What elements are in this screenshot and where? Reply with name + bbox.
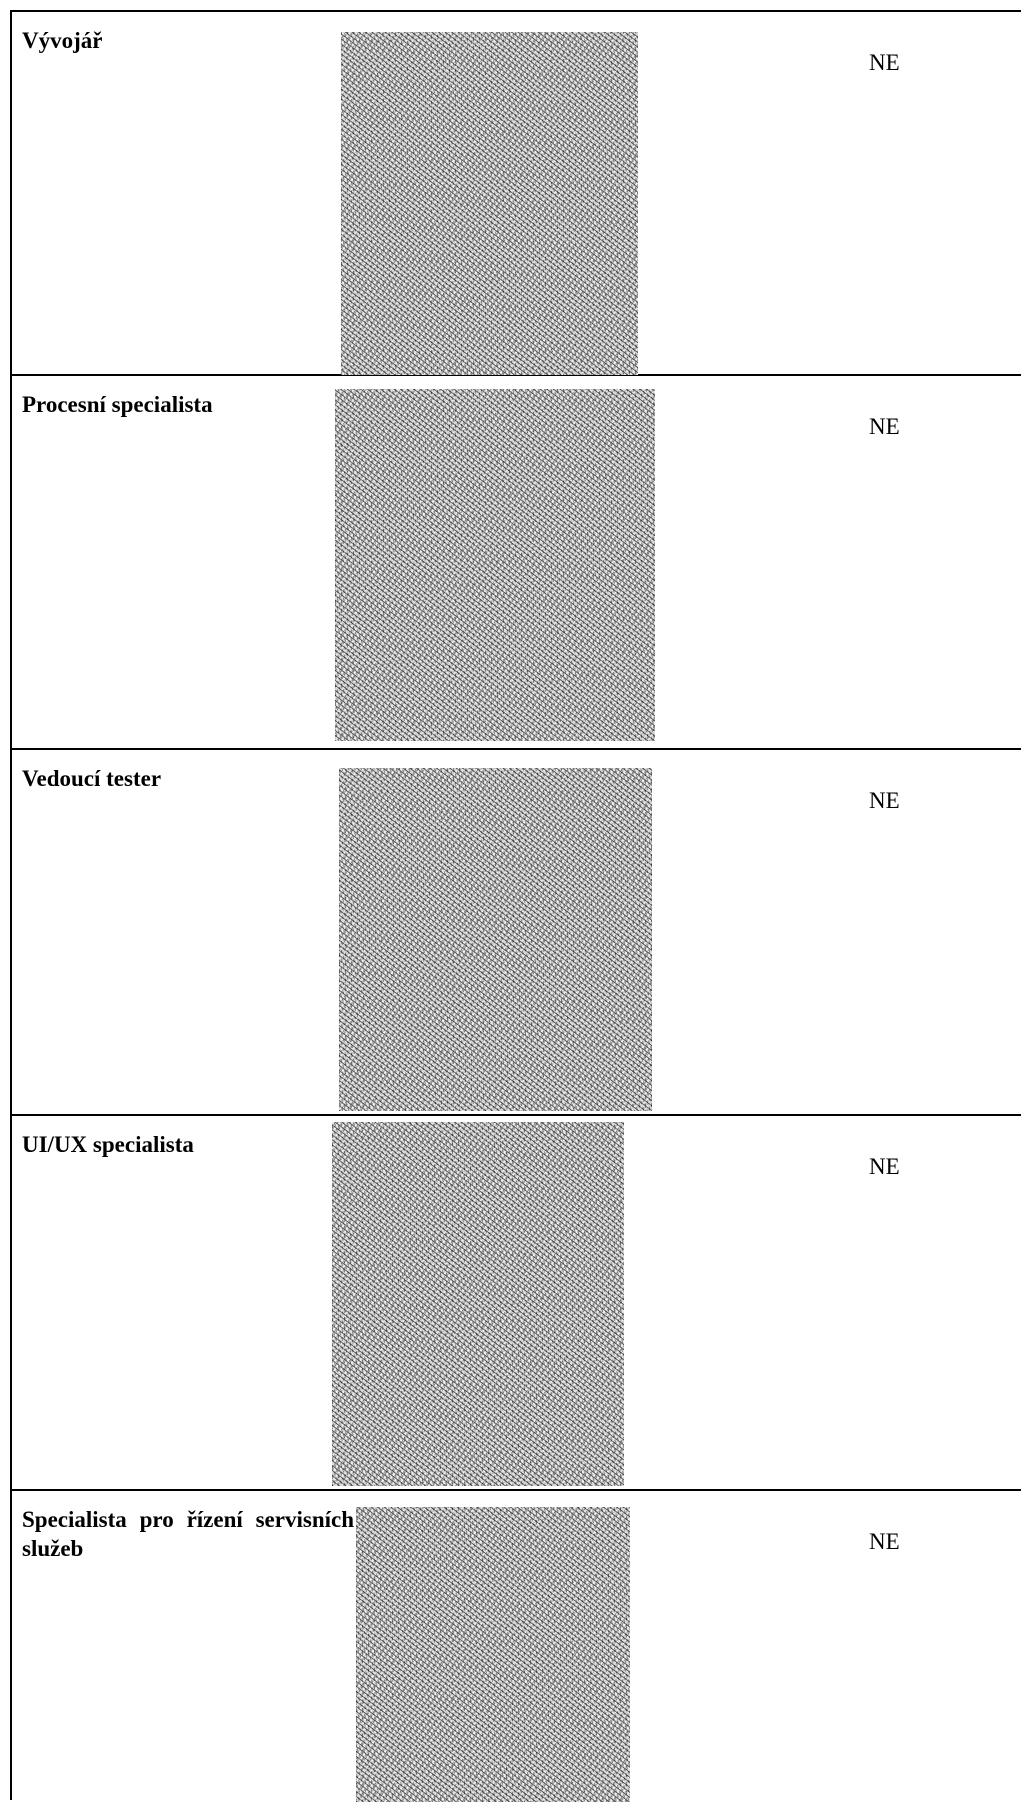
role-name: UI/UX specialista: [22, 1132, 194, 1157]
status-value: NE: [869, 414, 900, 439]
role-name: Vývojář: [22, 28, 103, 53]
role-name: Vedoucí tester: [22, 766, 162, 791]
status-value: NE: [869, 1154, 900, 1179]
signature-image: [341, 32, 638, 375]
role-name: Specialista pro řízení servisních služeb: [22, 1507, 354, 1561]
table-row: Procesní specialista NE: [12, 376, 1021, 750]
table-row: UI/UX specialista NE: [12, 1116, 1021, 1491]
status-value: NE: [869, 1529, 900, 1554]
signature-image: [339, 768, 652, 1111]
signature-image: [335, 389, 655, 741]
signature-image: [356, 1507, 630, 1802]
approval-table: Vývojář NE Procesní specialista NE Vedou…: [10, 10, 1021, 1802]
table-row: Specialista pro řízení servisních služeb…: [12, 1491, 1021, 1802]
status-value: NE: [869, 788, 900, 813]
table-row: Vedoucí tester NE: [12, 750, 1021, 1116]
status-value: NE: [869, 50, 900, 75]
signature-image: [332, 1122, 624, 1486]
role-name: Procesní specialista: [22, 392, 213, 417]
table-row: Vývojář NE: [12, 12, 1021, 376]
